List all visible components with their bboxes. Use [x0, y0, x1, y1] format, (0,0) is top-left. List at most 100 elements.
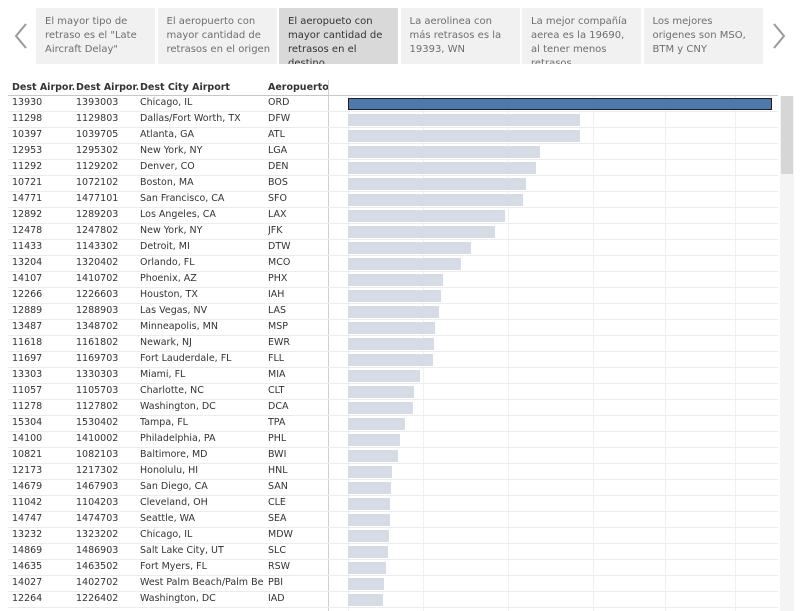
- delay-bar[interactable]: [348, 354, 433, 366]
- gridline: [508, 96, 509, 611]
- cell-dest-airport-seq: 1039705: [76, 129, 119, 140]
- scrollbar-thumb[interactable]: [781, 96, 793, 174]
- delay-bar[interactable]: [348, 274, 443, 286]
- table-row[interactable]: 14771 1477101 San Francisco, CA SFO: [0, 192, 780, 208]
- table-row[interactable]: 14027 1402702 West Palm Beach/Palm Be.. PBI: [0, 576, 780, 592]
- story-point-4[interactable]: La aerolinea con más retrasos es la 1939…: [400, 8, 520, 64]
- table-row[interactable]: 13930 1393003 Chicago, IL ORD: [0, 96, 780, 112]
- story-point-6[interactable]: Los mejores origenes son MSO, BTM y CNY: [643, 8, 763, 64]
- table-row[interactable]: 13232 1323202 Chicago, IL MDW: [0, 528, 780, 544]
- cell-dest-airport-seq: 1072102: [76, 177, 119, 188]
- table-row[interactable]: 10821 1082103 Baltimore, MD BWI: [0, 448, 780, 464]
- delay-bar[interactable]: [348, 594, 383, 606]
- table-row[interactable]: 12266 1226603 Houston, TX IAH: [0, 288, 780, 304]
- delay-bar[interactable]: [348, 130, 580, 142]
- column-header-airport-code[interactable]: Aeropuerto ..: [268, 82, 328, 93]
- table-row[interactable]: 15304 1530402 Tampa, FL TPA: [0, 416, 780, 432]
- delay-bar[interactable]: [348, 562, 386, 574]
- delay-bar[interactable]: [348, 466, 392, 478]
- row-separator: [8, 527, 778, 528]
- delay-bar[interactable]: [348, 290, 441, 302]
- cell-dest-city: Detroit, MI: [140, 241, 190, 252]
- cell-dest-airport-id: 12478: [12, 225, 43, 236]
- story-point-2[interactable]: El aeropuerto con mayor cantidad de retr…: [157, 8, 277, 64]
- delay-bar[interactable]: [348, 578, 384, 590]
- cell-airport-code: ATL: [268, 129, 285, 140]
- delay-bar[interactable]: [348, 306, 439, 318]
- delay-bar[interactable]: [348, 322, 435, 334]
- delay-bar[interactable]: [348, 498, 390, 510]
- cell-dest-airport-id: 14107: [12, 273, 43, 284]
- table-row[interactable]: 11697 1169703 Fort Lauderdale, FL FLL: [0, 352, 780, 368]
- table-row[interactable]: 11042 1104203 Cleveland, OH CLE: [0, 496, 780, 512]
- delay-bar[interactable]: [348, 242, 471, 254]
- delay-bar[interactable]: [348, 178, 526, 190]
- story-point-1[interactable]: El mayor tipo de retraso es el "Late Air…: [36, 8, 155, 64]
- previous-story-point-button[interactable]: [4, 8, 38, 64]
- cell-airport-code: SEA: [268, 513, 287, 524]
- table-row[interactable]: 14107 1410702 Phoenix, AZ PHX: [0, 272, 780, 288]
- table-row[interactable]: 11618 1161802 Newark, NJ EWR: [0, 336, 780, 352]
- delay-bar[interactable]: [348, 338, 434, 350]
- table-row[interactable]: 14635 1463502 Fort Myers, FL RSW: [0, 560, 780, 576]
- cell-dest-city: Miami, FL: [140, 369, 186, 380]
- row-separator: [8, 591, 778, 592]
- delay-bar[interactable]: [348, 146, 540, 158]
- table-row[interactable]: 12173 1217302 Honolulu, HI HNL: [0, 464, 780, 480]
- delay-bar[interactable]: [348, 402, 413, 414]
- table-row[interactable]: 12478 1247802 New York, NY JFK: [0, 224, 780, 240]
- table-row[interactable]: 13303 1330303 Miami, FL MIA: [0, 368, 780, 384]
- delay-bar[interactable]: [348, 482, 391, 494]
- cell-dest-city: Washington, DC: [140, 593, 216, 604]
- table-row[interactable]: 12953 1295302 New York, NY LGA: [0, 144, 780, 160]
- cell-dest-city: Seattle, WA: [140, 513, 196, 524]
- table-row[interactable]: 14869 1486903 Salt Lake City, UT SLC: [0, 544, 780, 560]
- next-story-point-button[interactable]: [762, 8, 796, 64]
- delay-bar[interactable]: [348, 98, 772, 110]
- table-row[interactable]: 12889 1288903 Las Vegas, NV LAS: [0, 304, 780, 320]
- delay-bar[interactable]: [348, 226, 495, 238]
- delay-bar[interactable]: [348, 370, 420, 382]
- delay-bar[interactable]: [348, 514, 390, 526]
- delay-bar[interactable]: [348, 386, 414, 398]
- row-separator: [8, 207, 778, 208]
- delay-bar[interactable]: [348, 258, 461, 270]
- table-row[interactable]: 12892 1289203 Los Angeles, CA LAX: [0, 208, 780, 224]
- cell-dest-airport-seq: 1393003: [76, 97, 119, 108]
- delay-bar[interactable]: [348, 114, 580, 126]
- cell-dest-city: Newark, NJ: [140, 337, 192, 348]
- table-row[interactable]: 11057 1105703 Charlotte, NC CLT: [0, 384, 780, 400]
- delay-bar[interactable]: [348, 450, 398, 462]
- row-separator: [8, 463, 778, 464]
- row-separator: [8, 271, 778, 272]
- column-header-dest-airport-seq[interactable]: Dest Airpor..: [76, 82, 138, 93]
- story-point-5[interactable]: La mejor compañía aerea es la 19690, al …: [522, 8, 641, 64]
- delay-bar[interactable]: [348, 194, 523, 206]
- table-row[interactable]: 11292 1129202 Denver, CO DEN: [0, 160, 780, 176]
- delay-bar[interactable]: [348, 434, 400, 446]
- cell-dest-airport-id: 11278: [12, 401, 43, 412]
- delay-bar[interactable]: [348, 418, 405, 430]
- delay-bar[interactable]: [348, 162, 536, 174]
- delay-bar[interactable]: [348, 546, 388, 558]
- delay-bar[interactable]: [348, 530, 389, 542]
- vertical-scrollbar[interactable]: [780, 96, 794, 611]
- table-row[interactable]: 14679 1467903 San Diego, CA SAN: [0, 480, 780, 496]
- table-row[interactable]: 14747 1474703 Seattle, WA SEA: [0, 512, 780, 528]
- table-row[interactable]: 13487 1348702 Minneapolis, MN MSP: [0, 320, 780, 336]
- table-row[interactable]: 10721 1072102 Boston, MA BOS: [0, 176, 780, 192]
- table-row[interactable]: 13204 1320402 Orlando, FL MCO: [0, 256, 780, 272]
- table-row[interactable]: 11298 1129803 Dallas/Fort Worth, TX DFW: [0, 112, 780, 128]
- table-row[interactable]: 11433 1143302 Detroit, MI DTW: [0, 240, 780, 256]
- delay-bar[interactable]: [348, 210, 505, 222]
- table-row[interactable]: 14100 1410002 Philadelphia, PA PHL: [0, 432, 780, 448]
- column-header-dest-airport-id[interactable]: Dest Airpor..: [12, 82, 74, 93]
- cell-dest-airport-id: 15304: [12, 417, 43, 428]
- table-row[interactable]: 11278 1127802 Washington, DC DCA: [0, 400, 780, 416]
- story-point-3[interactable]: El aeropueto con mayor cantidad de retra…: [279, 8, 398, 64]
- row-separator: [8, 575, 778, 576]
- table-row[interactable]: 10397 1039705 Atlanta, GA ATL: [0, 128, 780, 144]
- cell-dest-city: Dallas/Fort Worth, TX: [140, 113, 241, 124]
- table-row[interactable]: 12264 1226402 Washington, DC IAD: [0, 592, 780, 608]
- column-header-dest-city[interactable]: Dest City Airport: [140, 82, 230, 93]
